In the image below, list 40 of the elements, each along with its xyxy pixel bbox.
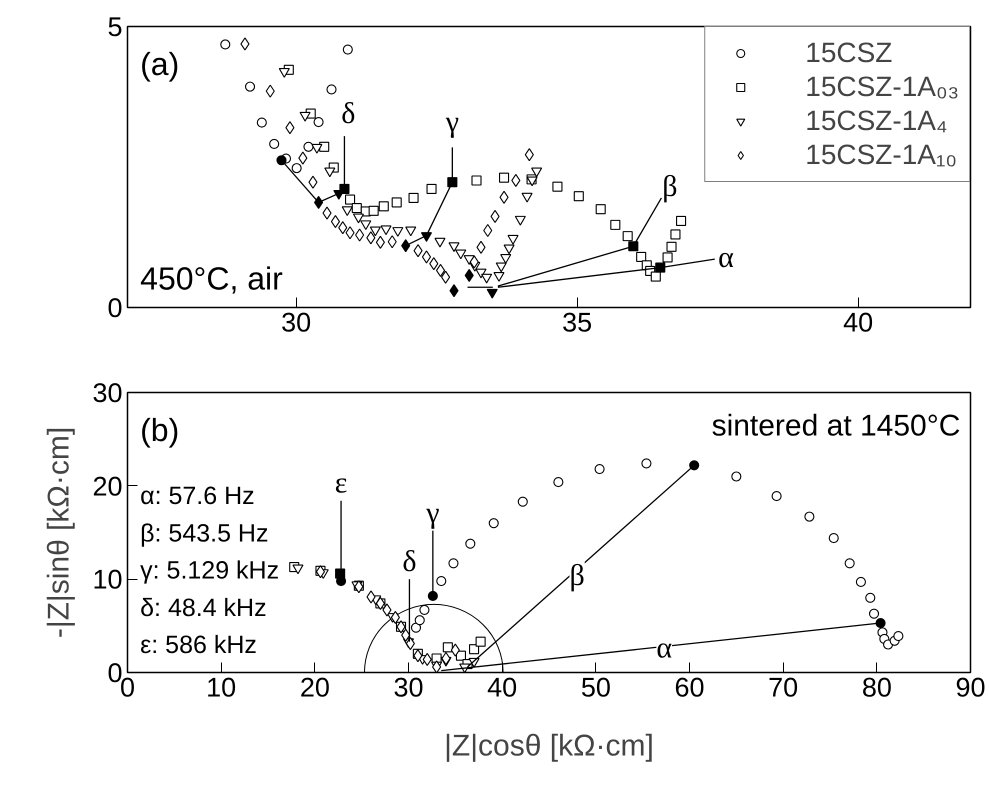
annotation: β <box>569 558 585 592</box>
x-axis-title: |Z|cosθ [kΩ·cm] <box>444 730 654 762</box>
annotation: ε <box>334 466 348 500</box>
x-tick-label: 90 <box>955 672 986 702</box>
x-tick-label: 30 <box>393 672 424 702</box>
legend-label: 15CSZ <box>805 37 892 69</box>
annotation: (b) <box>140 412 180 448</box>
annotation: δ: 48.4 kHz <box>140 594 267 622</box>
annotation: α: 57.6 Hz <box>140 482 255 510</box>
x-tick-label: 80 <box>862 672 892 702</box>
x-tick-label: 50 <box>580 672 611 702</box>
x-tick-label: 60 <box>674 672 705 702</box>
y-tick-label: 20 <box>92 471 123 502</box>
y-tick-label: 30 <box>92 378 123 408</box>
annotation: γ <box>444 106 459 139</box>
annotation: α <box>718 240 734 274</box>
annotation: δ <box>402 544 417 578</box>
annotation: γ: 5.129 kHz <box>140 556 280 585</box>
annotation: α <box>656 632 672 665</box>
x-tick-label: 35 <box>562 308 592 338</box>
annotation: β <box>662 170 678 204</box>
annotation: ε: 586 kHz <box>140 631 257 660</box>
annotation: γ <box>425 496 440 530</box>
x-tick-label: 10 <box>206 672 236 702</box>
x-tick-label: 30 <box>281 308 312 338</box>
x-tick-label: 40 <box>843 308 874 338</box>
legend-label: 15CSZ-1A₀₃ <box>805 71 959 103</box>
annotation: sintered at 1450°C <box>712 409 960 442</box>
x-tick-label: 20 <box>300 672 330 702</box>
legend-label: 15CSZ-1A₄ <box>805 105 948 137</box>
legend-label: 15CSZ-1A₁₀ <box>805 139 958 171</box>
y-axis-title: -|Z|sinθ [kΩ·cm] <box>42 426 76 638</box>
annotation: (a) <box>140 46 180 82</box>
annotation: δ <box>341 97 356 130</box>
x-tick-label: 70 <box>768 672 798 702</box>
annotation: β: 543.5 Hz <box>140 519 268 548</box>
x-tick-label: 40 <box>487 672 518 702</box>
y-tick-label: 5 <box>107 12 123 42</box>
annotation: 450°C, air <box>140 260 284 296</box>
y-tick-label: 10 <box>92 564 123 595</box>
